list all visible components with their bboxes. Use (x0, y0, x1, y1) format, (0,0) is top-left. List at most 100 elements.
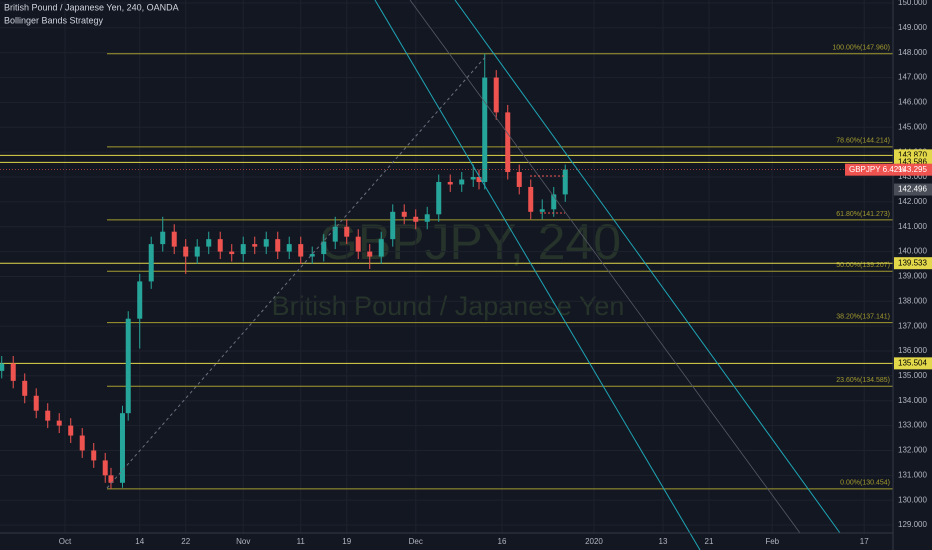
candle-body (367, 251, 373, 257)
y-tick-label: 134.000 (898, 396, 927, 405)
y-tick-label: 147.000 (898, 73, 927, 82)
price-tag (894, 257, 932, 270)
x-tick-label: 11 (297, 537, 306, 546)
y-tick-label: 138.000 (898, 296, 927, 305)
candle-body (528, 186, 534, 212)
marker-price-tag (894, 183, 932, 196)
last-price-label: 143.295 (898, 165, 927, 174)
price-tag-label: 139.533 (898, 258, 927, 267)
y-tick-label: 149.000 (898, 23, 927, 32)
y-tick-label: 145.000 (898, 122, 927, 131)
candle-body (321, 241, 327, 255)
symbol-title: British Pound / Japanese Yen, 240, OANDA (4, 2, 179, 12)
candle-body (171, 231, 177, 247)
x-tick-label: 21 (705, 537, 714, 546)
candle-body (125, 318, 131, 414)
fib-label: 0.00%(130.454) (840, 480, 890, 487)
candle-body (482, 77, 488, 182)
candle-body (0, 363, 5, 371)
candle-body (68, 425, 74, 436)
candle-body (539, 209, 545, 212)
fib-label: 23.60%(134.585) (836, 377, 890, 384)
price-tag-label: 135.504 (898, 358, 927, 367)
y-tick-label: 140.000 (898, 247, 927, 256)
price-tag-label: 143.870 (898, 150, 927, 159)
candle-body (229, 251, 235, 255)
channel-line (374, 0, 701, 550)
candle-body (562, 169, 568, 195)
candle-body (79, 435, 85, 451)
candle-body (119, 413, 125, 483)
candle-body (263, 239, 269, 247)
y-tick-label: 142.000 (898, 197, 927, 206)
candle-body (447, 181, 453, 185)
candle-body (183, 246, 189, 257)
indicator-title: Bollinger Bands Strategy (4, 15, 104, 25)
candle-body (56, 420, 62, 426)
channel-line (454, 0, 841, 534)
candle-body (194, 246, 200, 257)
fib-label: 78.60%(144.214) (836, 138, 890, 145)
x-tick-label: 14 (135, 537, 144, 546)
candle-body (91, 450, 97, 461)
fib-label: 50.00%(139.207) (836, 262, 890, 269)
watermark-subtitle: British Pound / Japanese Yen (272, 291, 625, 321)
candle-body (309, 254, 315, 257)
y-tick-label: 133.000 (898, 421, 927, 430)
candle-body (459, 179, 465, 185)
y-tick-label: 146.000 (898, 98, 927, 107)
fib-label: 61.80%(141.273) (836, 211, 890, 218)
y-tick-label: 129.000 (898, 520, 927, 529)
price-axis (893, 0, 932, 550)
x-tick-label: 2020 (585, 537, 603, 546)
y-tick-label: 135.000 (898, 371, 927, 380)
last-price-tag (845, 163, 932, 176)
candle-body (252, 244, 258, 247)
x-tick-label: 17 (860, 537, 869, 546)
fib-label: 100.00%(147.960) (832, 45, 890, 52)
candle-body (470, 177, 476, 180)
y-tick-label: 131.000 (898, 470, 927, 479)
candle-body (10, 363, 16, 381)
y-tick-label: 143.000 (898, 172, 927, 181)
y-tick-label: 137.000 (898, 321, 927, 330)
candle-body (516, 172, 522, 187)
y-tick-label: 148.000 (898, 48, 927, 57)
x-tick-label: Feb (765, 537, 779, 546)
candle-body (33, 395, 39, 411)
candle-body (378, 239, 384, 257)
marker-price-label: 142.496 (898, 185, 927, 194)
candle-body (551, 194, 557, 210)
candle-body (390, 211, 396, 240)
candle-body (275, 239, 281, 252)
candle-body (45, 410, 51, 421)
candle-body (240, 244, 246, 255)
y-tick-label: 132.000 (898, 446, 927, 455)
y-tick-label: 141.000 (898, 222, 927, 231)
candle-body (108, 475, 114, 483)
x-tick-label: Nov (236, 537, 250, 546)
price-tag (894, 357, 932, 370)
candle-body (413, 216, 419, 222)
candle-body (148, 244, 154, 282)
candle-body (102, 460, 108, 476)
x-tick-label: Oct (59, 537, 72, 546)
watermark: GBPJPY, 240 (319, 214, 621, 270)
last-price-name: GBPJPY 6.42% (849, 165, 905, 174)
y-tick-label: 150.000 (898, 0, 927, 7)
y-tick-label: 136.000 (898, 346, 927, 355)
price-tag-label: 143.586 (898, 158, 927, 167)
candle-body (401, 211, 407, 217)
candle-body (298, 244, 304, 257)
candle-body (493, 77, 499, 113)
candle-body (22, 380, 28, 396)
candle-body (476, 177, 482, 182)
candle-body (344, 226, 350, 237)
x-tick-label: 22 (181, 537, 190, 546)
candle-body (436, 181, 442, 215)
y-tick-label: 130.000 (898, 495, 927, 504)
candle-body (286, 244, 292, 252)
x-tick-label: Dec (409, 537, 423, 546)
fib-trend (106, 54, 488, 489)
